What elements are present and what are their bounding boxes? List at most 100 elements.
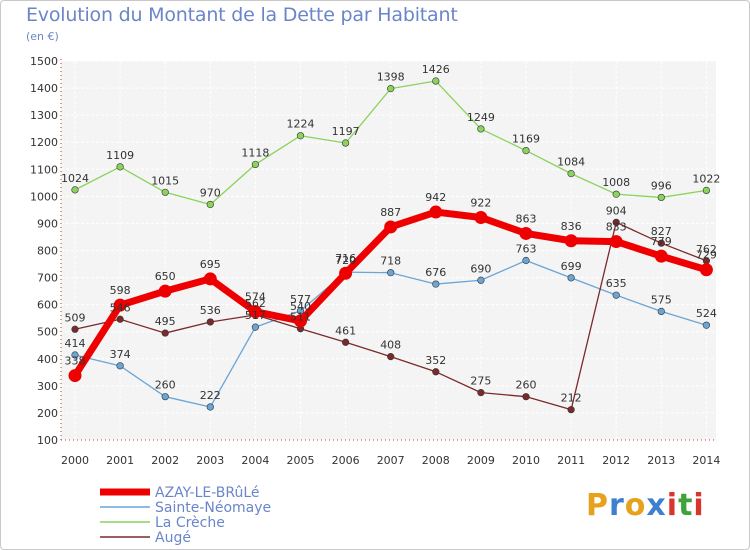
proxiti-logo: Proxiti [586,488,705,523]
y-tick-label: 800 [37,245,58,258]
series-point [699,263,713,277]
data-label: 887 [380,206,401,219]
series-point [339,266,353,280]
data-label: 414 [65,337,86,350]
series-point [612,291,620,299]
series-point [477,125,485,133]
data-label: 718 [380,255,401,268]
series-point [113,298,127,312]
data-label: 1024 [61,172,89,185]
y-tick-label: 200 [37,407,58,420]
series-point [116,315,124,323]
y-tick-label: 1400 [30,82,58,95]
data-label: 1022 [692,172,720,185]
series-point [387,353,395,361]
legend-label: AZAY-LE-BRûLé [155,485,260,501]
logo-letter: r [609,488,625,523]
x-tick-label: 2010 [512,454,540,467]
data-label: 699 [561,260,582,273]
series-point [206,403,214,411]
series-point [657,193,665,202]
series-point [702,186,711,195]
data-label: 575 [651,293,672,306]
data-label: 1118 [241,146,269,159]
series-point [206,200,214,209]
data-label: 536 [200,304,221,317]
y-tick-label: 900 [37,217,58,230]
series-point [522,393,530,401]
data-label: 598 [110,284,131,297]
data-label: 212 [561,392,582,405]
data-label: 495 [155,315,176,328]
data-label: 1008 [602,176,630,189]
data-label: 1426 [422,63,450,76]
series-point [116,362,124,370]
data-label: 524 [696,307,717,320]
series-point [432,280,440,288]
series-point [294,314,307,328]
series-point [68,369,82,383]
x-tick-label: 2007 [377,454,405,467]
series-point [432,77,440,85]
data-label: 635 [606,277,627,290]
logo-letter: i [666,488,679,523]
data-label: 1084 [557,156,585,169]
data-label: 408 [380,339,401,352]
data-label: 1015 [151,174,179,187]
logo-letter: P [586,488,609,523]
data-label: 904 [606,204,627,217]
series-point [609,235,623,249]
data-label: 260 [155,379,176,392]
series-point [654,249,668,263]
y-tick-label: 600 [37,299,58,312]
series-point [206,318,214,326]
y-tick-label: 1300 [30,109,58,122]
series-point [657,307,665,316]
data-label: 779 [651,235,672,248]
series-point [248,305,262,319]
data-label: 676 [425,266,446,279]
x-tick-label: 2014 [692,454,720,467]
x-tick-label: 2000 [61,454,89,467]
series-point [71,351,79,359]
series-point [251,160,259,169]
data-label: 562 [245,297,266,310]
series-point [251,323,259,331]
x-tick-label: 2009 [467,454,495,467]
series-point [657,239,665,247]
y-tick-label: 700 [37,272,58,285]
x-tick-label: 2005 [287,454,315,467]
data-label: 762 [696,243,717,256]
x-tick-label: 2003 [196,454,224,467]
x-tick-label: 2001 [106,454,134,467]
series-point [342,338,350,346]
series-point [71,325,79,333]
series-point [161,188,169,196]
series-point [387,269,395,277]
chart-title: Evolution du Montant de la Dette par Hab… [26,4,458,26]
data-label: 511 [290,311,311,324]
data-label: 222 [200,389,221,402]
data-label: 352 [425,354,446,367]
data-label: 996 [651,179,672,192]
data-label: 716 [335,252,356,265]
series-point [161,393,169,401]
x-tick-label: 2012 [602,454,630,467]
y-tick-label: 300 [37,380,58,393]
data-label: 260 [516,379,537,392]
x-tick-label: 2002 [151,454,179,467]
data-label: 275 [470,375,491,388]
data-label: 574 [245,291,266,304]
legend-label: Augé [155,530,191,546]
data-label: 695 [200,258,221,271]
series-point [296,132,305,140]
series-point [567,170,575,178]
data-label: 942 [425,191,446,204]
data-label: 540 [290,300,311,313]
y-tick-label: 1000 [30,190,58,203]
series-point [161,329,169,337]
series-point [702,321,711,329]
series-point [387,85,395,93]
y-tick-label: 1200 [30,136,58,149]
